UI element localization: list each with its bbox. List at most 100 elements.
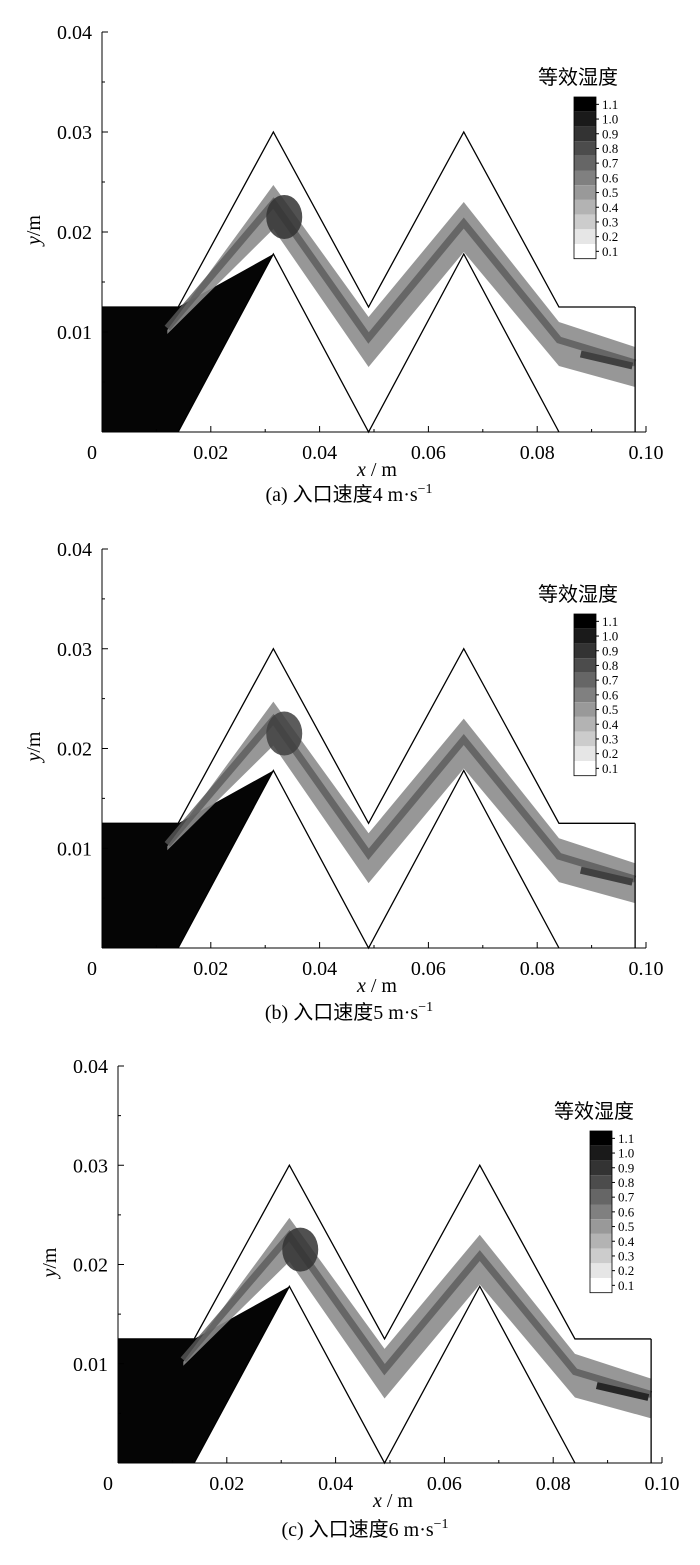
x-tick-label: 0.06 xyxy=(411,442,446,464)
x-tick-label: 0.02 xyxy=(193,958,228,980)
y-tick-label: 0.02 xyxy=(57,739,92,761)
legend-level-label: 0.8 xyxy=(602,141,618,156)
legend-level-label: 0.3 xyxy=(618,1248,634,1263)
legend-swatch xyxy=(574,229,596,244)
x-tick-label: 0 xyxy=(103,1473,113,1495)
x-tick-label: 0.06 xyxy=(427,1473,462,1495)
legend-swatch xyxy=(574,199,596,215)
droplet-band-core xyxy=(164,197,637,367)
legend-level-label: 0.3 xyxy=(602,731,618,746)
droplet-band-peak xyxy=(282,1227,319,1272)
legend-level-label: 0.7 xyxy=(602,156,619,171)
legend-swatch xyxy=(574,761,596,776)
panel-caption: (b) 入口速度5 m·s−1 xyxy=(265,1000,433,1024)
x-tick-label: 0.04 xyxy=(318,1473,353,1495)
legend-level-label: 0.5 xyxy=(602,185,618,200)
legend-frame xyxy=(589,1130,613,1294)
legend-swatch xyxy=(574,628,596,644)
legend-level-label: 0.9 xyxy=(602,643,618,658)
x-tick-label: 0.10 xyxy=(629,442,664,464)
legend-level-label: 0.1 xyxy=(618,1278,634,1293)
x-tick-label: 0.10 xyxy=(645,1473,680,1495)
legend-level-label: 1.1 xyxy=(602,614,618,629)
legend-swatch xyxy=(574,658,596,673)
y-tick-label: 0.04 xyxy=(57,539,92,561)
legend-swatch xyxy=(574,643,596,659)
x-tick-label: 0.04 xyxy=(302,442,337,464)
x-tick-label: 0.06 xyxy=(411,958,446,980)
legend-swatch xyxy=(590,1219,612,1234)
legend-swatch xyxy=(574,746,596,761)
chart-panel-c: 0 0.02 0.04 0.06 0.08 0.10 0.01 0.02 0.03 0.04 x /… xyxy=(39,1056,680,1541)
legend-level-label: 0.1 xyxy=(602,244,618,259)
legend-frame xyxy=(573,613,597,777)
y-tick-label: 0.02 xyxy=(73,1255,108,1277)
legend-level-label: 1.0 xyxy=(602,112,618,127)
droplet-band-outlet xyxy=(579,350,634,370)
legend-swatch xyxy=(590,1175,612,1190)
legend-swatch xyxy=(574,111,596,127)
x-tick-label: 0.04 xyxy=(302,958,337,980)
legend-level-label: 0.7 xyxy=(602,673,619,688)
x-tick-label: 0.10 xyxy=(629,958,664,980)
legend-title: 等效湿度 xyxy=(538,582,618,606)
legend-level-label: 0.2 xyxy=(602,746,618,761)
y-tick-label: 0.03 xyxy=(57,122,92,144)
droplet-band-core xyxy=(180,1230,653,1398)
legend-swatch xyxy=(590,1145,612,1161)
legend-swatch xyxy=(574,244,596,259)
x-axis-label: x / m xyxy=(356,459,397,481)
chart-panel-b: 0 0.02 0.04 0.06 0.08 0.10 0.01 0.02 0.03 0.04 x /… xyxy=(23,539,664,1024)
legend-swatch xyxy=(574,687,596,703)
legend-swatch xyxy=(574,155,596,171)
legend-swatch xyxy=(574,126,596,142)
inlet-droplet-field xyxy=(102,770,274,948)
droplet-band-core xyxy=(164,713,637,883)
panel-caption: (c) 入口速度6 m·s−1 xyxy=(281,1517,448,1541)
legend-level-label: 1.1 xyxy=(618,1131,634,1146)
legend-swatch xyxy=(574,97,596,112)
legend-swatch xyxy=(590,1278,612,1293)
chart-panel-a: 0 0.02 0.04 0.06 0.08 0.10 0.01 0.02 0.03 0.04 x /… xyxy=(23,22,664,506)
y-tick-label: 0.03 xyxy=(73,1155,108,1177)
x-tick-label: 0.08 xyxy=(520,442,555,464)
legend-level-label: 0.6 xyxy=(602,170,619,185)
x-tick-label: 0.02 xyxy=(209,1473,244,1495)
legend-swatch xyxy=(574,716,596,732)
legend-level-label: 0.8 xyxy=(602,658,618,673)
channel-top-wall xyxy=(118,1163,652,1341)
legend-swatch xyxy=(590,1131,612,1146)
legend-level-label: 1.0 xyxy=(618,1146,634,1161)
x-tick-label: 0.08 xyxy=(520,958,555,980)
y-tick-label: 0.01 xyxy=(57,838,92,860)
legend-title: 等效湿度 xyxy=(554,1099,634,1123)
y-axis-label: y/m xyxy=(23,731,45,763)
legend-level-label: 0.2 xyxy=(602,229,618,244)
y-axis-label: y/m xyxy=(23,215,45,247)
droplet-band-peak xyxy=(266,711,303,756)
channel-top-wall xyxy=(102,647,636,825)
legend-level-label: 0.3 xyxy=(602,214,618,229)
channel-top-wall xyxy=(102,130,636,309)
y-tick-label: 0.01 xyxy=(73,1354,108,1376)
x-axis-label: x / m xyxy=(356,975,397,997)
droplet-band-outlet xyxy=(595,1382,650,1401)
y-tick-label: 0.01 xyxy=(57,322,92,344)
legend-level-label: 0.6 xyxy=(618,1204,635,1219)
legend-frame xyxy=(573,96,597,260)
legend-swatch xyxy=(590,1160,612,1176)
legend-level-label: 0.6 xyxy=(602,687,619,702)
y-tick-label: 0.02 xyxy=(57,222,92,244)
legend-level-label: 0.4 xyxy=(602,200,619,215)
inlet-droplet-field xyxy=(118,1286,290,1463)
legend-swatch xyxy=(590,1204,612,1220)
y-tick-label: 0.04 xyxy=(57,22,92,44)
legend-level-label: 0.1 xyxy=(602,761,618,776)
y-tick-label: 0.03 xyxy=(57,639,92,661)
x-tick-label: 0 xyxy=(87,958,97,980)
legend-swatch xyxy=(574,702,596,717)
legend-level-label: 0.5 xyxy=(618,1219,634,1234)
legend-swatch xyxy=(574,170,596,186)
legend-swatch xyxy=(590,1263,612,1278)
